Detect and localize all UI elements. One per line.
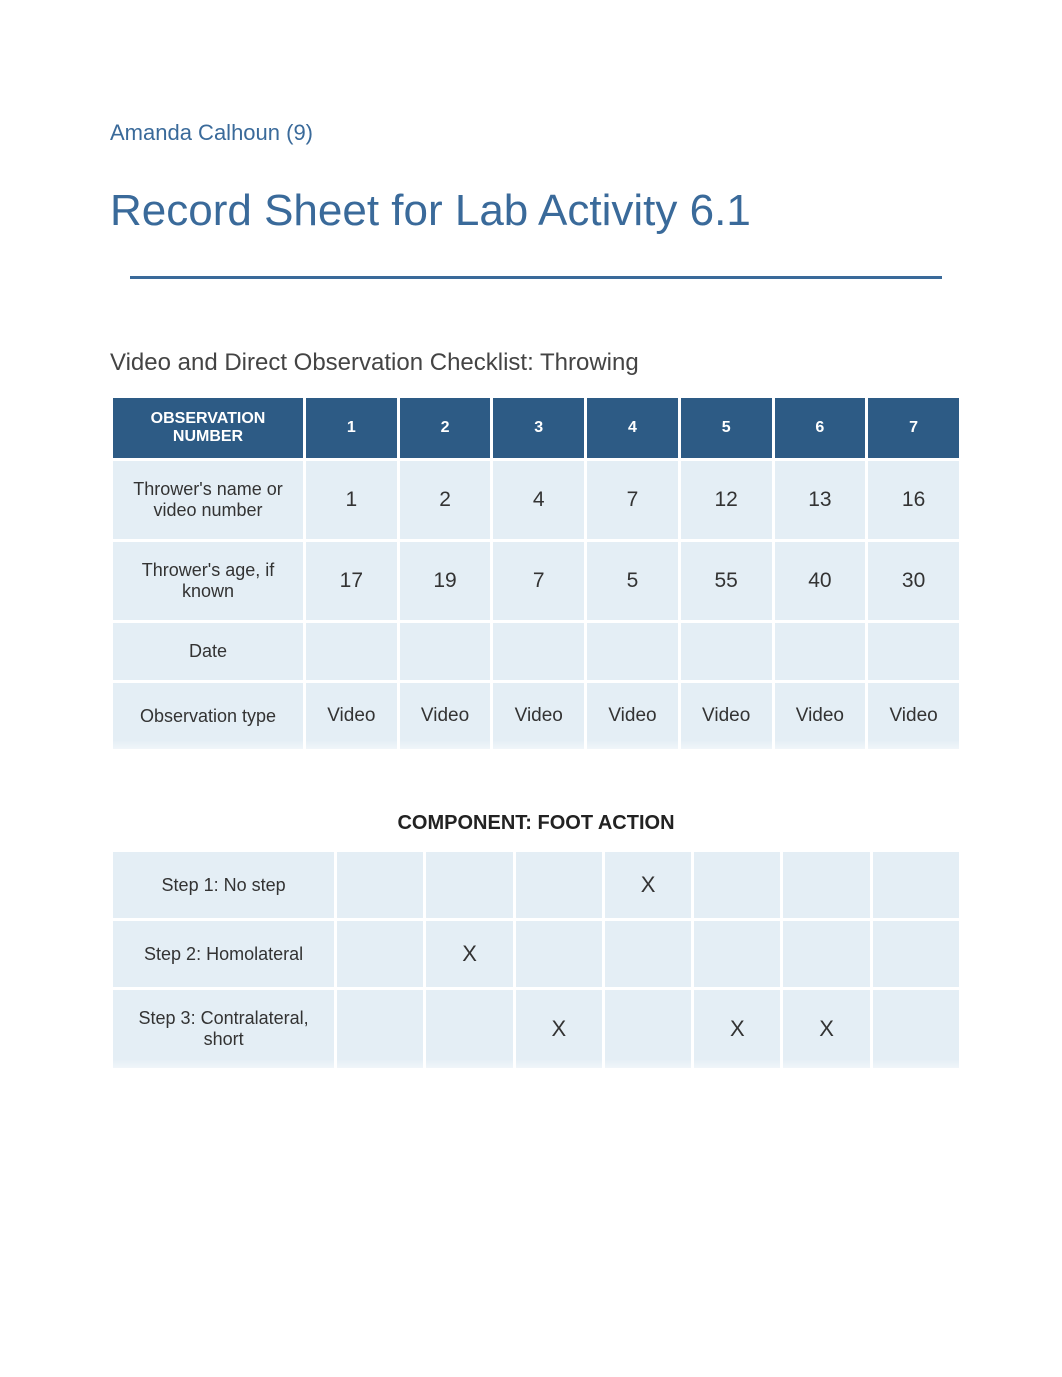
- row-label: Observation type: [113, 683, 303, 749]
- table-header-row: OBSERVATION NUMBER 1 2 3 4 5 6 7: [113, 398, 959, 458]
- cell: [694, 852, 780, 918]
- cell: [868, 623, 959, 680]
- col-header: 1: [306, 398, 397, 458]
- col-header: 7: [868, 398, 959, 458]
- cell: X: [516, 990, 602, 1068]
- row-label: Thrower's age, if known: [113, 542, 303, 620]
- row-label: Thrower's name or video number: [113, 461, 303, 539]
- cell: 12: [681, 461, 772, 539]
- cell: 16: [868, 461, 959, 539]
- cell: [400, 623, 491, 680]
- col-header: 5: [681, 398, 772, 458]
- cell: [694, 921, 780, 987]
- col-header: 6: [775, 398, 866, 458]
- observation-table: OBSERVATION NUMBER 1 2 3 4 5 6 7 Thrower…: [110, 395, 962, 752]
- cell: [337, 990, 423, 1068]
- table-row: Date: [113, 623, 959, 680]
- cell: Video: [400, 683, 491, 749]
- cell: [516, 921, 602, 987]
- cell: 2: [400, 461, 491, 539]
- divider: [130, 276, 942, 279]
- cell: Video: [587, 683, 678, 749]
- cell: [775, 623, 866, 680]
- cell: [873, 852, 959, 918]
- table-row: Step 2: Homolateral X: [113, 921, 959, 987]
- cell: X: [694, 990, 780, 1068]
- cell: [426, 852, 512, 918]
- cell: X: [605, 852, 691, 918]
- cell: 7: [587, 461, 678, 539]
- page-title: Record Sheet for Lab Activity 6.1: [110, 186, 962, 236]
- cell: [516, 852, 602, 918]
- component-heading: COMPONENT: FOOT ACTION: [110, 812, 962, 835]
- cell: [605, 921, 691, 987]
- cell: Video: [493, 683, 584, 749]
- row-label: Step 1: No step: [113, 852, 334, 918]
- cell: [426, 990, 512, 1068]
- table-row: Step 1: No step X: [113, 852, 959, 918]
- cell: 4: [493, 461, 584, 539]
- table-row: Observation type Video Video Video Video…: [113, 683, 959, 749]
- cell: X: [783, 990, 869, 1068]
- cell: [681, 623, 772, 680]
- row-label: Step 2: Homolateral: [113, 921, 334, 987]
- author-line: Amanda Calhoun (9): [110, 120, 962, 146]
- cell: [605, 990, 691, 1068]
- cell: [306, 623, 397, 680]
- cell: 5: [587, 542, 678, 620]
- col-header: 4: [587, 398, 678, 458]
- cell: Video: [775, 683, 866, 749]
- col-header: 3: [493, 398, 584, 458]
- row-label: Step 3: Contralateral, short: [113, 990, 334, 1068]
- cell: 1: [306, 461, 397, 539]
- table-row: Thrower's name or video number 1 2 4 7 1…: [113, 461, 959, 539]
- cell: 7: [493, 542, 584, 620]
- cell: [493, 623, 584, 680]
- cell: [337, 852, 423, 918]
- cell: [873, 921, 959, 987]
- cell: 55: [681, 542, 772, 620]
- cell: [783, 852, 869, 918]
- cell: 30: [868, 542, 959, 620]
- table-row: Thrower's age, if known 17 19 7 5 55 40 …: [113, 542, 959, 620]
- cell: [783, 921, 869, 987]
- row-label: Date: [113, 623, 303, 680]
- foot-action-table: Step 1: No step X Step 2: Homolateral X …: [110, 849, 962, 1071]
- cell: Video: [681, 683, 772, 749]
- section-subhead: Video and Direct Observation Checklist: …: [110, 349, 962, 377]
- header-label: OBSERVATION NUMBER: [113, 398, 303, 458]
- cell: X: [426, 921, 512, 987]
- cell: 17: [306, 542, 397, 620]
- cell: 13: [775, 461, 866, 539]
- cell: Video: [868, 683, 959, 749]
- table-row: Step 3: Contralateral, short X X X: [113, 990, 959, 1068]
- cell: Video: [306, 683, 397, 749]
- cell: 40: [775, 542, 866, 620]
- cell: [337, 921, 423, 987]
- col-header: 2: [400, 398, 491, 458]
- cell: [587, 623, 678, 680]
- cell: 19: [400, 542, 491, 620]
- cell: [873, 990, 959, 1068]
